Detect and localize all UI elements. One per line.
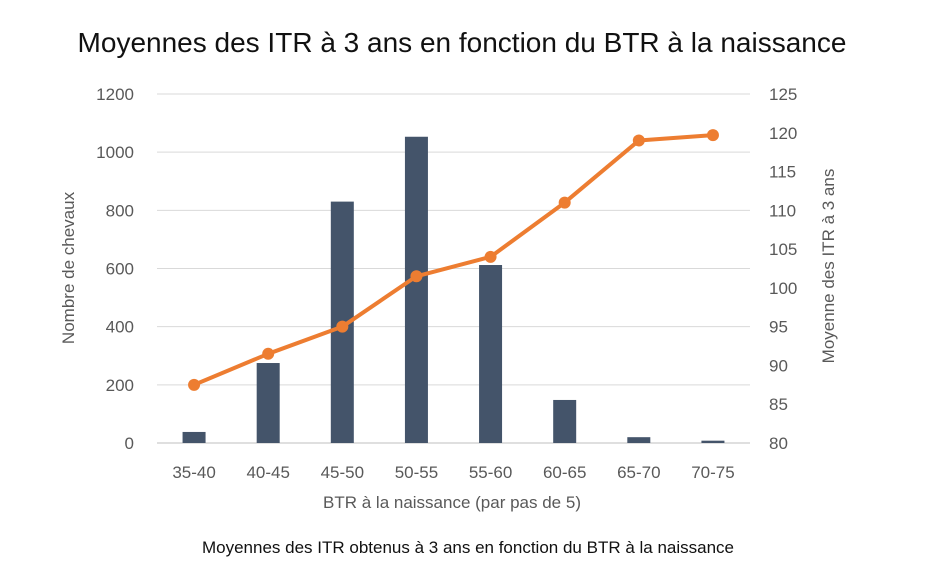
right-tick-label: 105 — [769, 240, 797, 259]
line-series — [188, 129, 719, 391]
left-axis-ticks: 0 200 400 600 800 1000 1200 — [96, 85, 134, 453]
left-tick-label: 200 — [106, 376, 134, 395]
right-axis-label: Moyenne des ITR à 3 ans — [819, 169, 838, 364]
right-tick-label: 95 — [769, 318, 788, 337]
bar — [256, 363, 280, 443]
line-point — [188, 378, 201, 391]
line-point — [706, 129, 719, 142]
bar — [553, 399, 577, 443]
figure-caption: Moyennes des ITR obtenus à 3 ans en fonc… — [201, 538, 735, 557]
left-tick-label: 1200 — [96, 85, 134, 104]
left-axis-label: Nombre de chevaux — [59, 191, 78, 344]
x-tick-label: 35-40 — [172, 463, 215, 482]
bar — [404, 136, 428, 443]
line-point — [484, 250, 497, 263]
left-tick-label: 800 — [106, 201, 134, 220]
series-line — [192, 133, 715, 387]
x-axis-ticks: 35-40 40-45 45-50 50-55 55-60 60-65 65-70 70-75 — [172, 463, 734, 482]
line-point — [336, 320, 349, 333]
x-tick-label: 65-70 — [617, 463, 660, 482]
right-tick-label: 110 — [769, 201, 796, 220]
bar — [701, 440, 725, 443]
right-tick-label: 120 — [769, 124, 797, 143]
right-tick-label: 85 — [769, 395, 788, 414]
line-point — [632, 134, 645, 147]
x-tick-label: 70-75 — [691, 463, 734, 482]
gridlines — [157, 93, 750, 444]
chart-title: Moyennes des ITR à 3 ans en fonction du … — [78, 27, 847, 58]
left-tick-label: 400 — [106, 318, 134, 337]
x-tick-label: 45-50 — [321, 463, 364, 482]
right-tick-label: 80 — [769, 434, 788, 453]
right-tick-label: 90 — [769, 356, 788, 375]
x-tick-label: 60-65 — [543, 463, 586, 482]
x-tick-label: 50-55 — [395, 463, 438, 482]
line-point — [410, 270, 423, 283]
bar — [479, 265, 503, 443]
x-tick-label: 40-45 — [246, 463, 289, 482]
line-point — [262, 347, 275, 360]
bar — [627, 437, 651, 443]
line-point — [558, 196, 571, 209]
right-tick-label: 115 — [769, 163, 796, 182]
x-tick-label: 55-60 — [469, 463, 512, 482]
x-axis-label: BTR à la naissance (par pas de 5) — [323, 493, 581, 512]
right-tick-label: 100 — [769, 279, 797, 298]
left-tick-label: 1000 — [96, 143, 134, 162]
left-tick-label: 600 — [106, 260, 134, 279]
bar-series — [182, 136, 725, 443]
right-tick-label: 125 — [769, 85, 797, 104]
left-tick-label: 0 — [125, 434, 134, 453]
right-axis-ticks: 80 85 90 95 100 105 110 115 120 125 — [769, 85, 797, 453]
bar — [182, 431, 206, 443]
